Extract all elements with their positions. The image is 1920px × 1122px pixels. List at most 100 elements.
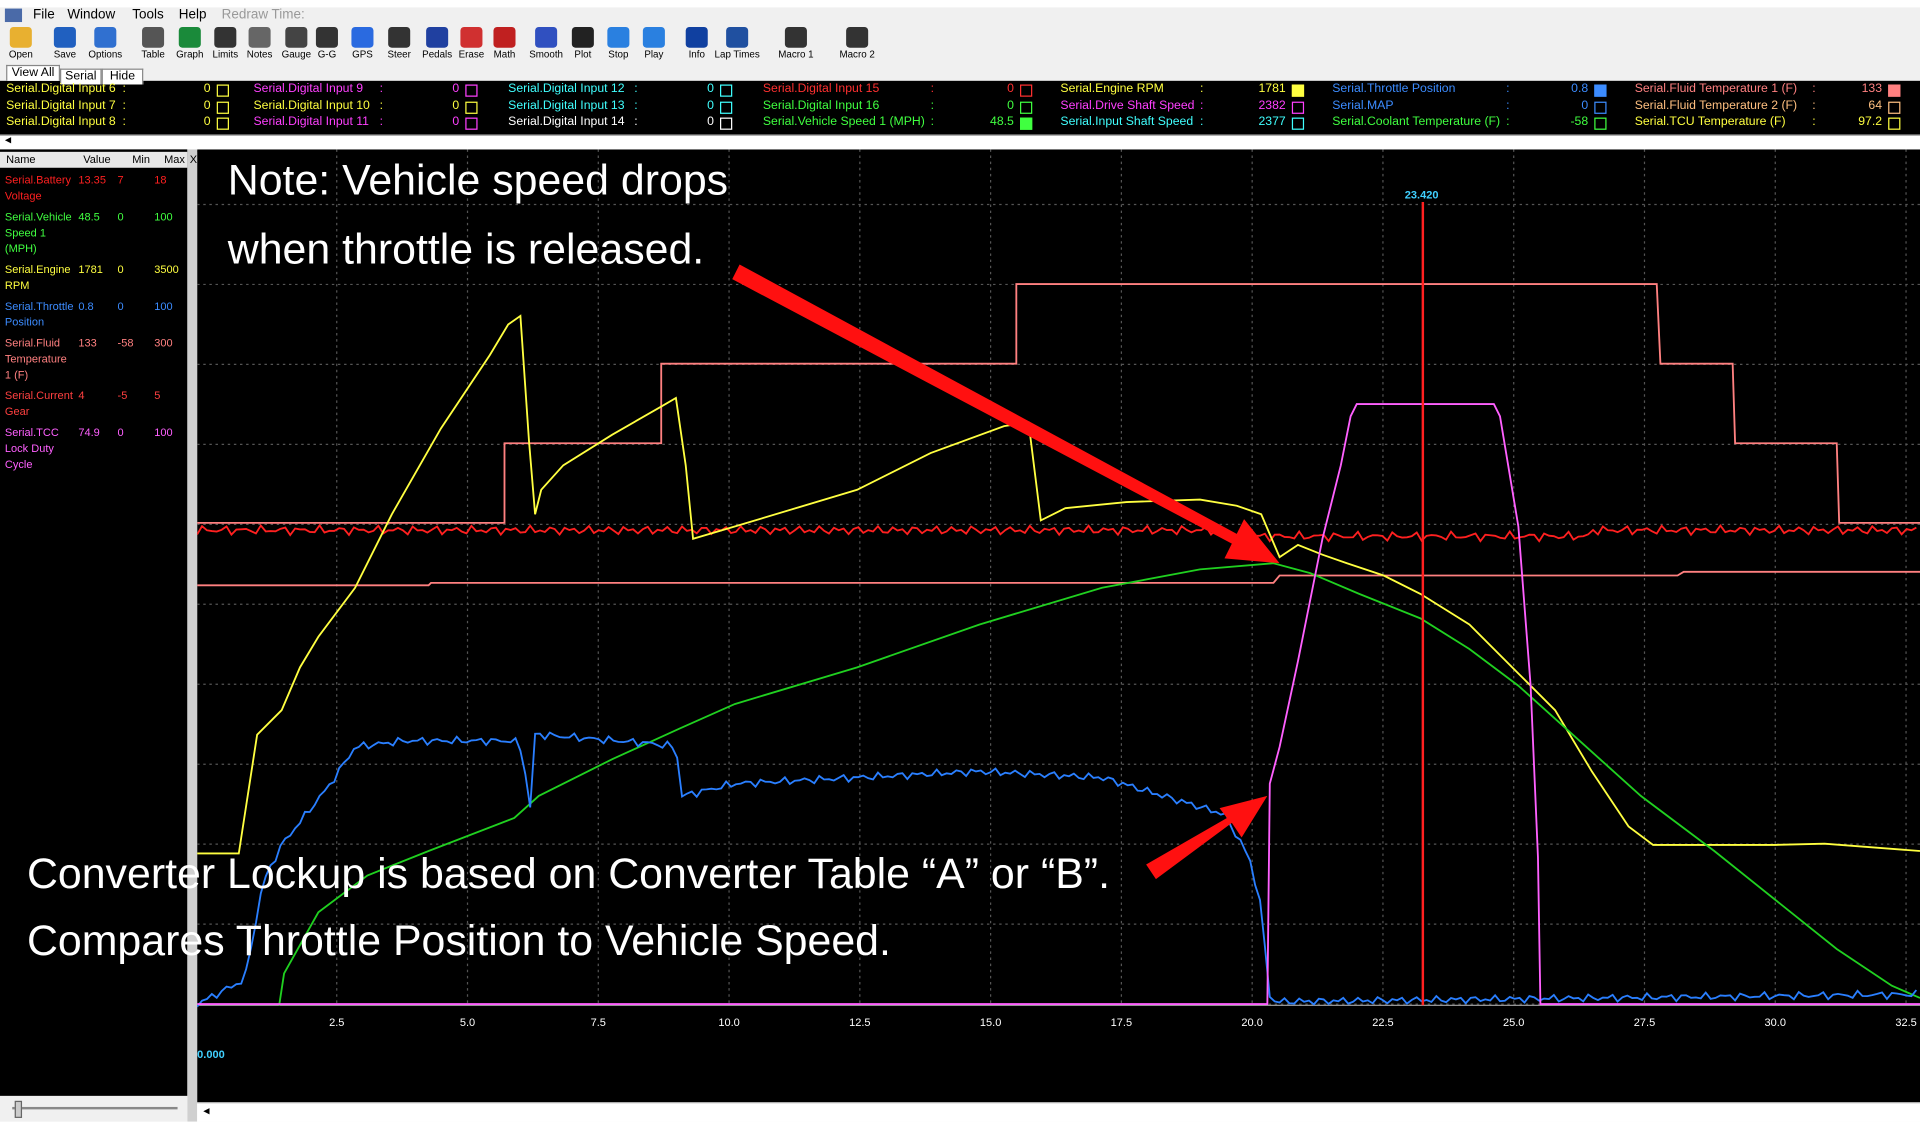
sidebar-close[interactable]: X: [189, 153, 198, 166]
channel-checkbox[interactable]: [216, 84, 229, 97]
sidebar-value: 74.9: [78, 426, 100, 439]
toolbar-icon[interactable]: [784, 26, 807, 48]
channel-checkbox[interactable]: [465, 84, 478, 97]
channel-name: Serial.Digital Input 9: [253, 82, 364, 96]
channel-separator: :: [1812, 82, 1816, 96]
menu-item[interactable]: File: [33, 7, 55, 23]
x-tick-label: 5.0: [460, 1017, 475, 1029]
toolbar-icon[interactable]: [571, 26, 594, 48]
trace-fluid-temp: [197, 570, 1920, 587]
slider-bar[interactable]: [0, 1095, 188, 1122]
channel-checkbox[interactable]: [720, 117, 733, 130]
tab[interactable]: Hide: [101, 68, 144, 85]
sidebar-name: Serial.Vehicle Speed 1 (MPH): [4, 210, 72, 255]
channel-separator: :: [930, 82, 935, 96]
toolbar-icon[interactable]: [607, 26, 630, 48]
toolbar-icon[interactable]: [426, 26, 449, 48]
toolbar-icon[interactable]: [493, 26, 516, 48]
toolbar-icon[interactable]: [214, 26, 237, 48]
channel-checkbox[interactable]: [1020, 117, 1033, 130]
channel-checkbox[interactable]: [1888, 117, 1901, 130]
channel-checkbox[interactable]: [720, 84, 733, 97]
x-tick-label: 20.0: [1241, 1017, 1262, 1029]
graph-scrollbar[interactable]: ◂: [197, 1102, 1920, 1122]
channel-checkbox[interactable]: [1594, 117, 1607, 130]
channel-value: 0.8: [1571, 82, 1589, 96]
toolbar-label: Notes: [246, 48, 273, 61]
channel-checkbox[interactable]: [1020, 84, 1033, 97]
channel-separator: :: [1200, 115, 1204, 129]
channel-checkbox[interactable]: [216, 101, 229, 114]
toolbar-icon[interactable]: [9, 26, 32, 48]
channel-value: 0: [203, 115, 211, 129]
channel-separator: :: [1506, 115, 1510, 129]
menu-item[interactable]: Help: [178, 7, 207, 23]
channel-separator: :: [122, 98, 126, 113]
sidebar-max: 100: [154, 300, 173, 313]
channel-value: 0: [452, 115, 460, 129]
channel-separator: :: [1200, 98, 1204, 113]
sidebar-value: 133: [78, 336, 97, 349]
grid: [197, 149, 1920, 1006]
toolbar-icon[interactable]: [53, 26, 76, 48]
toolbar-icon[interactable]: [142, 26, 165, 48]
channel-checkbox[interactable]: [1020, 101, 1033, 114]
toolbar-icon[interactable]: [285, 26, 308, 48]
channel-checkbox[interactable]: [1594, 101, 1607, 114]
x-tick-label: 27.5: [1634, 1017, 1655, 1029]
sidebar-name: Serial.Battery Voltage: [4, 173, 72, 203]
menu-item[interactable]: Tools: [132, 7, 164, 23]
channel-name: Serial.Fluid Temperature 1 (F): [1634, 82, 1798, 96]
x-tick-label: 30.0: [1765, 1017, 1786, 1029]
channel-checkbox[interactable]: [1594, 84, 1607, 97]
toolbar-icon[interactable]: [846, 26, 869, 48]
splitter[interactable]: [187, 149, 198, 1122]
channel-checkbox[interactable]: [1888, 84, 1901, 97]
channel-checkbox[interactable]: [720, 101, 733, 114]
toolbar-icon[interactable]: [535, 26, 558, 48]
toolbar-icon[interactable]: [726, 26, 749, 48]
toolbar-icon[interactable]: [94, 26, 117, 48]
sidebar-min: 7: [117, 173, 124, 187]
title-strip: [0, 0, 1920, 8]
sidebar-max: 5: [154, 389, 161, 402]
tab[interactable]: View All: [6, 64, 61, 81]
sidebar-min: -5: [117, 389, 128, 402]
toolbar-label: Limits: [212, 48, 239, 61]
channel-checkbox[interactable]: [465, 117, 478, 130]
annotation: Compares Throttle Position to Vehicle Sp…: [26, 917, 891, 965]
channel-name: Serial.Vehicle Speed 1 (MPH): [762, 115, 925, 129]
channel-value: 0: [1581, 98, 1589, 113]
sidebar-name: Serial.Fluid Temperature 1 (F): [4, 336, 67, 381]
toolbar-icon[interactable]: [315, 26, 338, 48]
tab[interactable]: Serial: [60, 68, 102, 85]
x-tick-label: 32.5: [1895, 1017, 1916, 1029]
sidebar-value: 1781: [78, 263, 103, 276]
arrow: [1146, 795, 1268, 880]
channel-checkbox[interactable]: [1291, 101, 1305, 114]
channel-name: Serial.Engine RPM: [1060, 82, 1164, 96]
toolbar-label: Smooth: [529, 48, 564, 61]
toolbar-icon[interactable]: [388, 26, 411, 48]
channel-checkbox[interactable]: [216, 117, 229, 130]
channel-value: 1781: [1258, 82, 1286, 96]
channel-checkbox[interactable]: [1291, 117, 1305, 130]
toolbar-label: Plot: [574, 48, 592, 61]
channel-checkbox[interactable]: [1888, 101, 1901, 114]
toolbar-icon[interactable]: [460, 26, 483, 48]
channel-separator: :: [1506, 98, 1510, 113]
toolbar-icon[interactable]: [248, 26, 271, 48]
channel-separator: :: [1506, 82, 1510, 96]
channel-value: 64: [1868, 98, 1883, 113]
channel-checkbox[interactable]: [1291, 84, 1305, 97]
trace-throttle: [197, 731, 1918, 1008]
toolbar-icon[interactable]: [685, 26, 708, 48]
toolbar-icon[interactable]: [178, 26, 201, 48]
x-tick-label: 15.0: [980, 1017, 1001, 1029]
channel-name: Serial.Digital Input 7: [6, 98, 116, 113]
toolbar-icon[interactable]: [642, 26, 665, 48]
channel-checkbox[interactable]: [465, 101, 478, 114]
menu-item[interactable]: Window: [67, 7, 116, 23]
sidebar-value: 4: [78, 389, 85, 402]
toolbar-icon[interactable]: [351, 26, 374, 48]
